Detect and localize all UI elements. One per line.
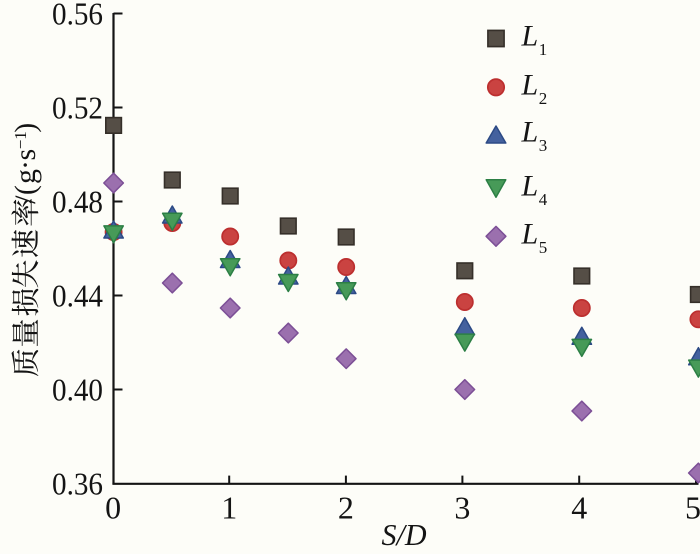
svg-text:4: 4 — [571, 490, 587, 526]
svg-text:L: L — [521, 116, 539, 149]
svg-text:−1: −1 — [11, 131, 30, 149]
svg-text:3: 3 — [454, 490, 470, 526]
svg-text:·: · — [9, 160, 42, 170]
svg-text:5: 5 — [685, 490, 700, 526]
svg-text:L: L — [521, 69, 539, 102]
svg-text:L: L — [521, 170, 539, 203]
svg-text:/: / — [9, 195, 42, 204]
svg-text:0.52: 0.52 — [52, 90, 103, 126]
svg-text:S/D: S/D — [382, 517, 427, 552]
svg-text:2: 2 — [539, 89, 548, 108]
svg-text:g: g — [9, 169, 42, 184]
svg-text:1: 1 — [221, 490, 237, 526]
svg-text:0.48: 0.48 — [52, 184, 103, 220]
svg-text:5: 5 — [539, 238, 548, 257]
svg-text:): ) — [9, 123, 42, 133]
svg-text:0.56: 0.56 — [52, 0, 103, 32]
svg-text:4: 4 — [539, 190, 548, 209]
svg-text:0.44: 0.44 — [52, 278, 103, 314]
svg-text:s: s — [9, 149, 42, 161]
svg-text:(: ( — [9, 185, 42, 195]
svg-text:0.40: 0.40 — [52, 372, 103, 408]
svg-text:L: L — [521, 218, 539, 251]
svg-text:L: L — [521, 20, 539, 53]
svg-text:1: 1 — [539, 40, 548, 59]
svg-text:3: 3 — [539, 136, 548, 155]
svg-text:0.36: 0.36 — [52, 466, 103, 502]
svg-text:0: 0 — [105, 490, 121, 526]
svg-text:2: 2 — [338, 490, 354, 526]
